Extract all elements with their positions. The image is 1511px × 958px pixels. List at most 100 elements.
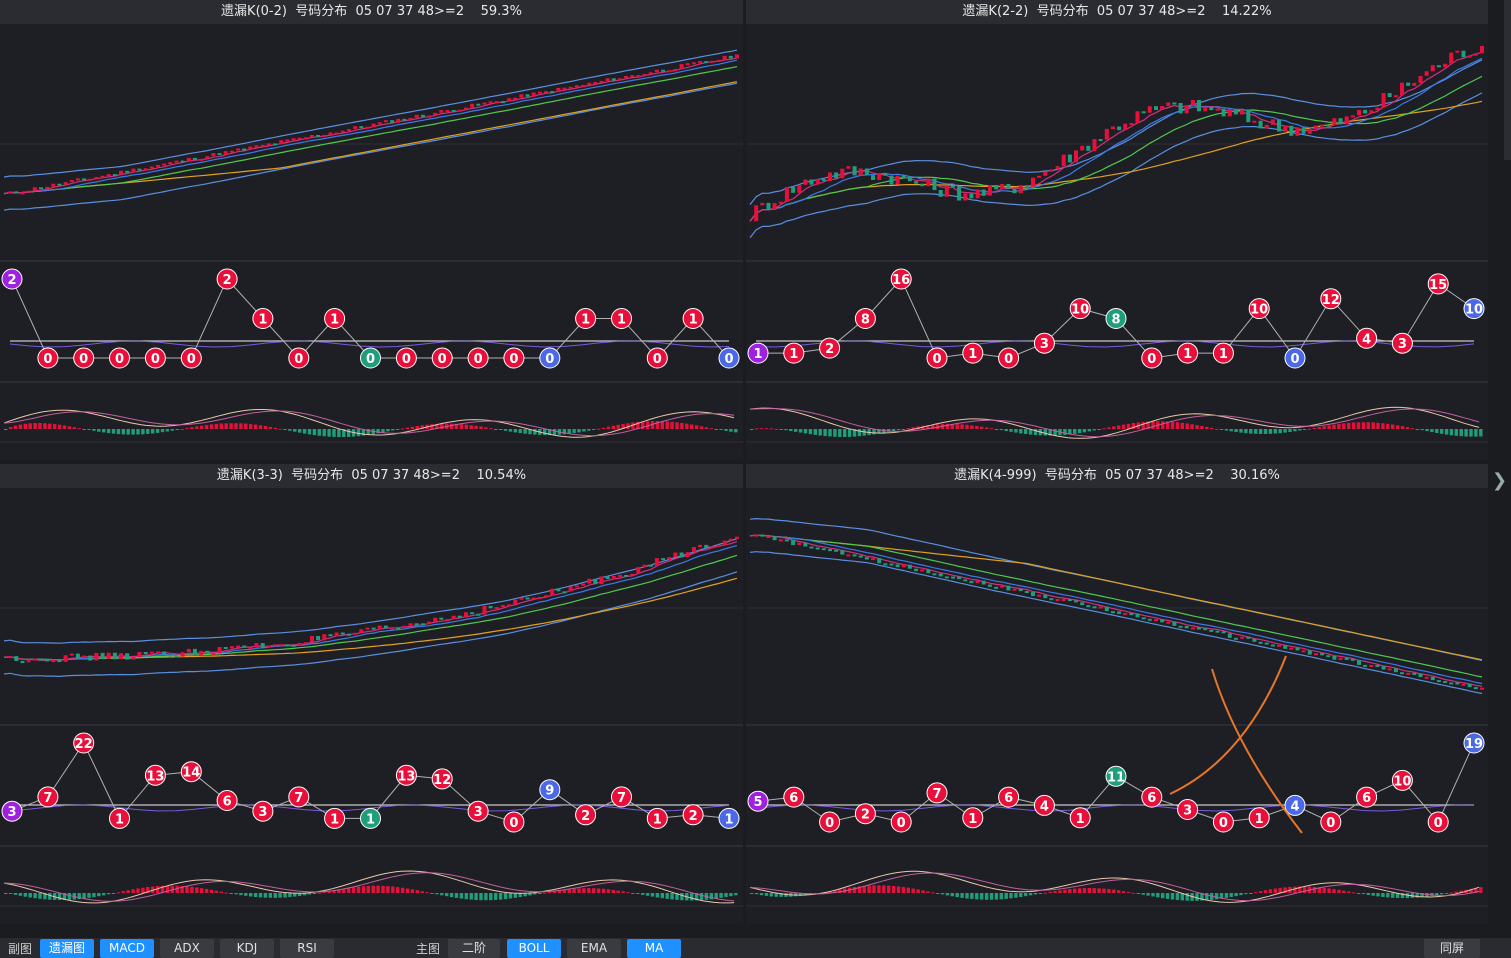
macd-bar	[1102, 888, 1106, 893]
macd-bar	[1180, 893, 1184, 901]
macd-bar	[381, 429, 385, 433]
macd-bar	[798, 893, 803, 896]
candle	[728, 538, 733, 541]
macd-bar	[185, 428, 189, 430]
candle	[285, 644, 290, 647]
macd-bar	[57, 893, 62, 900]
candle	[581, 84, 585, 87]
distribution-label: 0	[187, 352, 196, 367]
distribution-point	[819, 337, 841, 359]
candle	[648, 72, 653, 75]
macd-bar	[784, 429, 788, 431]
candle	[1024, 185, 1029, 188]
candle	[963, 579, 968, 582]
macd-bar	[1097, 888, 1101, 893]
macd-bar	[1263, 890, 1268, 893]
macd-bar	[606, 426, 611, 429]
candle	[834, 549, 839, 552]
tab-boll[interactable]: BOLL	[507, 939, 561, 958]
candle	[168, 162, 173, 165]
candle	[57, 183, 62, 186]
macd-bar	[195, 887, 199, 893]
distribution-point	[180, 347, 202, 369]
macd-bar	[1112, 889, 1116, 893]
macd-bar	[719, 429, 723, 430]
macd-bar	[1224, 429, 1229, 431]
distribution-point	[718, 347, 740, 369]
candle	[39, 187, 43, 190]
candle	[82, 655, 87, 659]
candle	[445, 619, 450, 621]
candle	[149, 166, 154, 169]
macd-bar	[13, 425, 18, 429]
macd-bar	[665, 893, 669, 899]
macd-bar	[1087, 429, 1091, 432]
candle	[858, 555, 863, 558]
sub-chart-label: 副图	[8, 942, 33, 956]
macd-bar	[449, 423, 454, 429]
candle	[174, 160, 179, 163]
sync-screen-button[interactable]: 同屏	[1424, 939, 1480, 958]
candle	[920, 183, 925, 187]
distribution-label: 0	[402, 352, 411, 367]
candle	[507, 98, 512, 102]
candle	[828, 549, 832, 552]
macd-bar	[862, 429, 866, 436]
tab-macd[interactable]: MACD	[100, 939, 154, 958]
tab-ema[interactable]: EMA	[567, 939, 621, 958]
distribution-label: 13	[397, 769, 415, 784]
candle	[938, 190, 943, 197]
candle	[889, 175, 894, 185]
macd-bar	[1371, 893, 1375, 896]
tab-kdj[interactable]: KDJ	[220, 939, 274, 958]
candle	[1277, 119, 1281, 132]
tab-rsi[interactable]: RSI	[280, 939, 334, 958]
candle	[1393, 95, 1398, 98]
candle	[507, 604, 512, 607]
macd-bar	[479, 893, 483, 901]
candle	[1233, 109, 1238, 115]
tab-omission-chart[interactable]: 遗漏图	[40, 939, 94, 958]
ma5-line	[3, 57, 738, 195]
candle	[883, 173, 888, 176]
candle	[279, 140, 284, 144]
candle	[821, 548, 826, 551]
macd-bar	[935, 893, 940, 894]
macd-bar	[1440, 429, 1444, 434]
macd-bar	[151, 886, 155, 893]
candle	[1313, 125, 1318, 130]
macd-bar	[1170, 421, 1175, 429]
candle	[864, 557, 869, 560]
macd-bar	[1268, 429, 1273, 434]
tab-second-order[interactable]: 二阶	[448, 939, 500, 958]
macd-bar	[1435, 429, 1439, 433]
macd-bar	[857, 429, 862, 437]
candle	[1135, 111, 1140, 124]
macd-bar	[224, 892, 228, 894]
candle	[852, 554, 857, 557]
macd-bar	[552, 429, 557, 435]
tab-adx[interactable]: ADX	[160, 939, 214, 958]
macd-bar	[131, 889, 135, 893]
macd-bar	[1028, 893, 1033, 896]
candle	[1424, 676, 1429, 679]
macd-bar	[650, 893, 655, 897]
macd-bar	[1312, 886, 1317, 893]
tab-ma[interactable]: MA	[627, 939, 681, 958]
scrollbar[interactable]	[1504, 0, 1511, 160]
macd-bar	[347, 887, 351, 893]
ma5-line	[3, 540, 738, 661]
distribution-point	[962, 807, 984, 829]
candle	[1473, 53, 1478, 56]
macd-bar	[121, 891, 125, 893]
macd-bar	[1092, 888, 1096, 893]
candle	[180, 652, 185, 657]
candle	[20, 661, 25, 663]
macd-bar	[626, 423, 630, 429]
macd-bar	[92, 893, 96, 898]
macd-bar	[611, 425, 615, 429]
candle	[1375, 664, 1380, 667]
macd-bar	[1293, 886, 1297, 893]
chevron-right-icon[interactable]: ❯	[1492, 470, 1508, 491]
macd-bar	[877, 429, 881, 434]
